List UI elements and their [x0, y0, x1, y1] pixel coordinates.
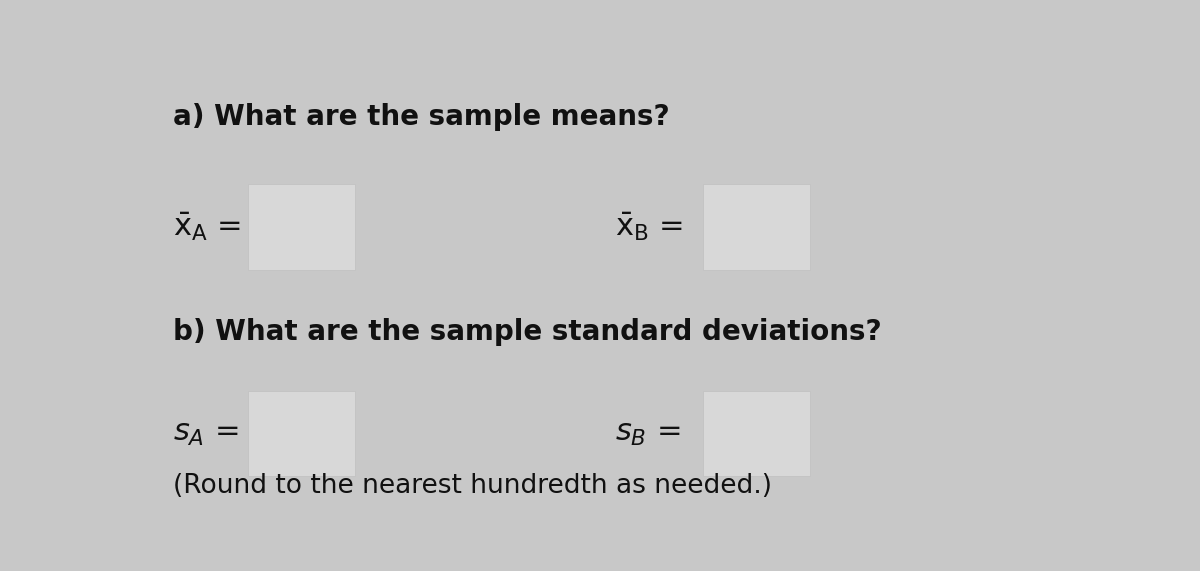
Text: b) What are the sample standard deviations?: b) What are the sample standard deviatio… — [173, 318, 882, 347]
Text: $\mathregular{\bar{x}_B}$ =: $\mathregular{\bar{x}_B}$ = — [616, 211, 683, 243]
FancyBboxPatch shape — [247, 391, 355, 476]
Text: (Round to the nearest hundredth as needed.): (Round to the nearest hundredth as neede… — [173, 473, 773, 500]
Text: $\mathregular{\bar{x}_A}$ =: $\mathregular{\bar{x}_A}$ = — [173, 211, 241, 243]
FancyBboxPatch shape — [247, 184, 355, 270]
Text: $s_B$ =: $s_B$ = — [616, 419, 680, 448]
Text: $s_A$ =: $s_A$ = — [173, 419, 239, 448]
FancyBboxPatch shape — [703, 184, 810, 270]
Text: a) What are the sample means?: a) What are the sample means? — [173, 103, 670, 131]
FancyBboxPatch shape — [703, 391, 810, 476]
